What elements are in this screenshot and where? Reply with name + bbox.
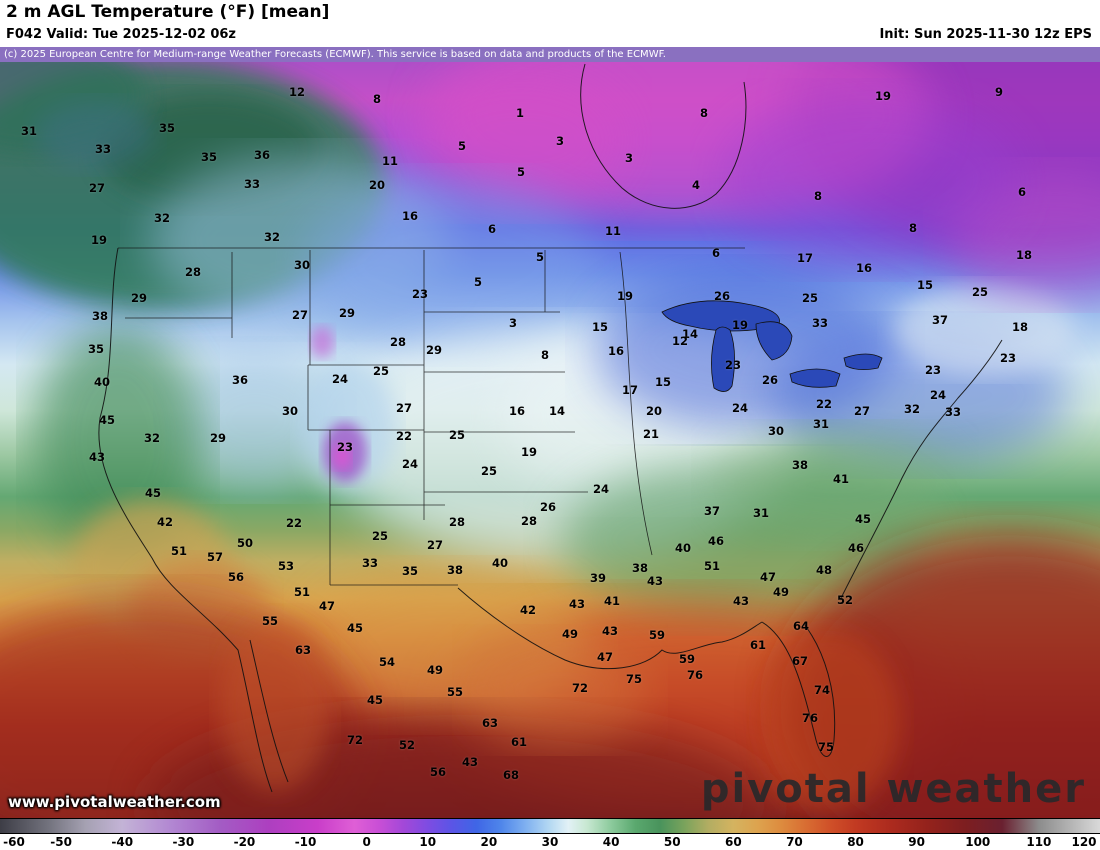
coastlines xyxy=(98,63,1003,793)
ecmwf-attribution-bar: (c) 2025 European Centre for Medium-rang… xyxy=(0,47,1100,62)
colorbar-tick-label: 80 xyxy=(847,835,864,849)
great-lakes xyxy=(661,300,883,392)
colorbar-tick-labels: -60 -50 -40 -30 -20 -10 0 10 20 30 40 50 60 70 80 90 100… xyxy=(0,835,1100,850)
colorbar-tick-label: 120 xyxy=(1071,835,1097,849)
colorbar-tick-label: -20 xyxy=(233,835,256,849)
colorbar-tick-label: 60 xyxy=(724,835,742,849)
temperature-map xyxy=(0,62,1100,818)
colorbar-tick-label: -40 xyxy=(111,835,134,849)
page-title: 2 m AGL Temperature (°F) [mean] xyxy=(6,2,330,22)
colorbar-tick-label: -10 xyxy=(294,835,317,849)
map-art xyxy=(0,62,1100,818)
colorbar-tick-label: 30 xyxy=(541,835,559,849)
colorbar: -60 -50 -40 -30 -20 -10 0 10 20 30 40 50 60 70 80 90 100… xyxy=(0,818,1100,850)
map-header: 2 m AGL Temperature (°F) [mean] F042 Val… xyxy=(0,0,1100,62)
colorbar-tick-label: 70 xyxy=(786,835,803,849)
pivotal-weather-logo: pivotal weather xyxy=(700,766,1086,812)
valid-time-label: F042 Valid: Tue 2025-12-02 06z xyxy=(6,27,236,42)
colorbar-tick-label: -60 xyxy=(3,835,25,849)
colorbar-tick-label: 0 xyxy=(362,835,371,849)
colorbar-tick-label: 20 xyxy=(480,835,498,849)
colorbar-tick-label: 100 xyxy=(965,835,991,849)
colorbar-tick-label: -50 xyxy=(50,835,72,849)
colorbar-tick-label: 90 xyxy=(908,835,926,849)
state-borders xyxy=(118,247,745,586)
colorbar-gradient-band xyxy=(0,818,1100,834)
colorbar-tick-label: 50 xyxy=(663,835,681,849)
colorbar-tick-label: -30 xyxy=(172,835,195,849)
colorbar-tick-label: 10 xyxy=(419,835,437,849)
colorbar-tick-label: 110 xyxy=(1026,835,1052,849)
temperature-field-blobs xyxy=(0,62,1100,818)
colorbar-tick-label: 40 xyxy=(602,835,620,849)
init-time-label: Init: Sun 2025-11-30 12z EPS xyxy=(879,27,1092,42)
watermark-url: www.pivotalweather.com xyxy=(8,793,221,811)
